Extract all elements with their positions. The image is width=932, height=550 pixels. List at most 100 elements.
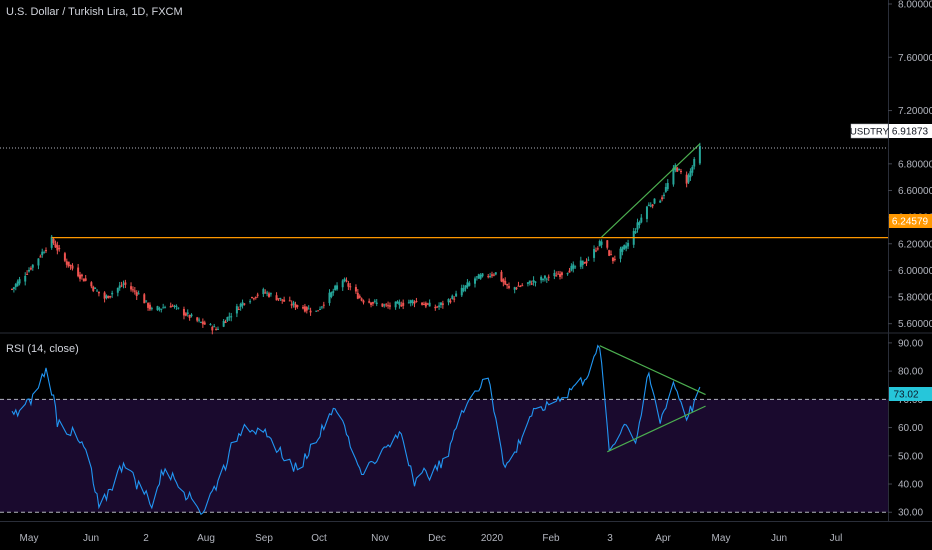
candle-body [148, 304, 151, 310]
triangle-upper-line[interactable] [599, 345, 706, 396]
candle-body [409, 300, 412, 304]
candle-body [277, 298, 280, 300]
candle-body [97, 291, 100, 294]
candle-body [235, 306, 238, 314]
time-axis[interactable]: May Jun 2 Aug Sep Oct Nov Dec 2020 Feb 3 Apr May Jun J… [20, 533, 843, 544]
candle-body [264, 292, 267, 294]
candle-body [252, 298, 255, 300]
price-tick-label: 6.00000 [898, 266, 932, 277]
candle-body [441, 303, 444, 305]
candle-body [356, 292, 359, 299]
candle-body [330, 292, 333, 297]
candle-body [385, 304, 388, 306]
candle-body [600, 241, 603, 245]
candle-body [249, 301, 252, 303]
time-tick-label: Apr [655, 533, 671, 544]
time-tick-label: Sep [255, 533, 273, 544]
candle-body [583, 262, 586, 264]
candle-body [540, 276, 543, 281]
rsi-tick-label: 40.00 [898, 480, 923, 491]
candle-body [447, 299, 450, 303]
candle-body [216, 328, 219, 330]
rsi-tick-label: 50.00 [898, 451, 923, 462]
candle-body [521, 285, 524, 287]
candle-body [370, 302, 373, 305]
candle-body [171, 305, 174, 307]
candle-body [415, 300, 418, 302]
price-tick-label: 6.20000 [898, 239, 932, 250]
candle-body [559, 273, 562, 277]
candle-body [336, 285, 339, 290]
candle-body [500, 271, 503, 282]
candle-body [698, 145, 701, 164]
candle-body [502, 279, 505, 283]
candle-body [436, 306, 439, 308]
candle-body [619, 248, 622, 259]
candle-body [63, 253, 66, 261]
candle-body [455, 293, 458, 297]
last-price-box [889, 124, 932, 138]
candle-body [122, 283, 125, 285]
time-tick-label: Jun [771, 533, 787, 544]
candle-body [388, 305, 391, 307]
candle-body [479, 274, 482, 279]
candle-body [462, 288, 465, 292]
candle-body [421, 302, 424, 305]
triangle-lower-line[interactable] [607, 405, 706, 453]
candle-body [598, 240, 601, 247]
price-annotations[interactable] [0, 143, 888, 239]
candle-body [201, 321, 204, 325]
time-tick-label: 2020 [481, 533, 504, 544]
trendline[interactable] [601, 143, 701, 238]
candle-body [636, 222, 639, 230]
rsi-value-label: 73.02 [893, 390, 918, 401]
candle-body [387, 305, 390, 307]
rsi-value-box [889, 387, 932, 401]
candle-body [182, 308, 185, 316]
time-tick-label: 2 [143, 533, 149, 544]
candle-body [381, 303, 384, 307]
candle-body [198, 319, 201, 321]
symbol-label-box [850, 123, 889, 139]
candle-body [65, 261, 68, 265]
candle-body [407, 302, 410, 304]
candle-body [613, 258, 616, 260]
candle-body [302, 307, 305, 309]
candle-body [268, 293, 271, 297]
candle-body [186, 312, 189, 314]
candle-body [555, 275, 558, 277]
candle-body [679, 170, 682, 173]
candle-body [491, 274, 493, 276]
candle-body [82, 278, 85, 282]
rsi-annotations[interactable] [599, 345, 706, 453]
candle-body [56, 245, 59, 251]
candle-body [224, 321, 227, 324]
candle-body [475, 276, 478, 278]
candle-body [45, 250, 48, 252]
candle-body [534, 281, 537, 283]
candle-body [693, 159, 696, 167]
candle-body [464, 285, 467, 289]
level-price-tag: 6.24579 [889, 214, 932, 228]
candle-body [368, 301, 371, 303]
candle-body [373, 300, 376, 302]
candle-body [341, 280, 344, 288]
candle-body [678, 168, 681, 170]
candle-body [290, 303, 293, 306]
candle-body [196, 317, 199, 321]
candle-body [587, 259, 590, 261]
price-tick-label: 5.60000 [898, 319, 932, 330]
candle-body [354, 287, 357, 292]
candle-body [29, 268, 32, 270]
candle-body [239, 303, 242, 307]
candle-body [103, 292, 106, 299]
candle-body [647, 204, 650, 206]
candle-body [94, 287, 97, 289]
candle-body [608, 250, 611, 256]
candle-body [434, 306, 437, 309]
candle-body [508, 286, 511, 288]
candle-body [18, 279, 21, 284]
candle-body [528, 280, 531, 284]
candle-body [517, 285, 520, 287]
